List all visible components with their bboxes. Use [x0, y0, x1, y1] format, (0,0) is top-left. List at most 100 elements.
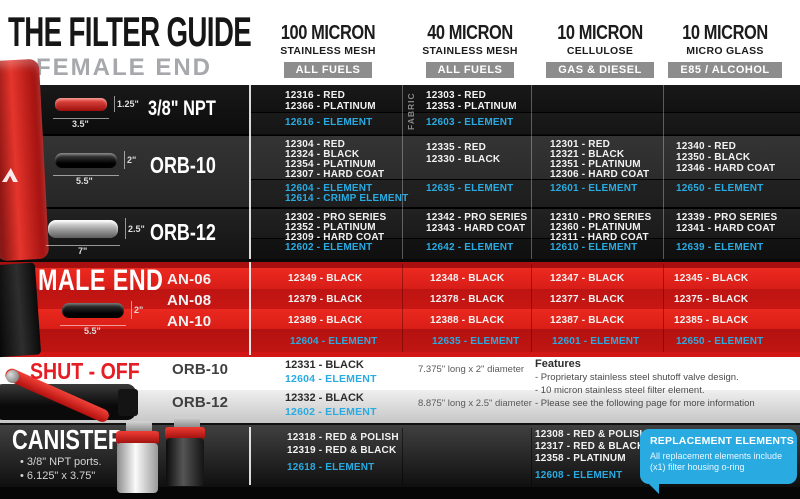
male-stripe-an10 — [0, 309, 800, 329]
part-number: 12358 - PLATINUM — [535, 453, 626, 464]
element-part-number: 12635 - ELEMENT — [426, 183, 514, 194]
orb10-dim-height-line — [120, 151, 125, 169]
shutoff-row-label: ORB-12 — [172, 394, 229, 411]
part-number: 12387 - BLACK — [550, 315, 625, 326]
male-stripe-an06 — [0, 268, 800, 289]
male-row-label: AN-08 — [167, 292, 212, 309]
npt-dim-height: 1.25" — [117, 99, 139, 109]
npt-dim-height-line — [110, 96, 115, 112]
element-part-number: 12610 - ELEMENT — [550, 242, 638, 253]
size-note: 7.375" long x 2" diameter — [418, 364, 525, 375]
canister-cap-2 — [165, 427, 205, 439]
part-number: 12332 - BLACK — [285, 392, 364, 404]
orb10-dim-length-line — [53, 171, 119, 176]
part-number: 12330 - BLACK — [426, 154, 501, 165]
features-item: - Please see the following page for more… — [535, 398, 755, 409]
callout-tail — [646, 481, 659, 494]
orb12-filter-image — [48, 220, 118, 238]
label-data-separator-male — [249, 262, 251, 355]
page-subtitle: FEMALE END — [36, 54, 212, 81]
fabric-note: FABRIC — [406, 92, 416, 130]
col-separator-2-male — [531, 264, 532, 352]
element-part-number: 12635 - ELEMENT — [432, 336, 520, 347]
column-fuel-badge: ALL FUELS — [425, 62, 515, 78]
element-part-number: 12604 - ELEMENT — [290, 336, 378, 347]
element-part-number: 12614 - CRIMP ELEMENT — [285, 193, 409, 204]
part-number: 12366 - PLATINUM — [285, 101, 376, 112]
element-part-number: 12650 - ELEMENT — [676, 336, 764, 347]
element-part-number: 12650 - ELEMENT — [676, 183, 764, 194]
orb10-filter-image — [55, 153, 117, 168]
part-number: 12319 - RED & BLACK — [287, 445, 397, 456]
column-media-label: STAINLESS MESH — [280, 45, 376, 57]
shutoff-valve-endcap — [118, 389, 138, 416]
part-number: 12350 - BLACK — [676, 152, 751, 163]
part-number: 12346 - HARD COAT — [676, 163, 776, 174]
part-number: 12375 - BLACK — [674, 294, 749, 305]
replacement-elements-callout: REPLACEMENT ELEMENTS All replacement ele… — [640, 429, 797, 484]
part-number: 12353 - PLATINUM — [426, 101, 517, 112]
part-number: 12377 - BLACK — [550, 294, 625, 305]
part-number: 12335 - RED — [426, 142, 487, 153]
element-part-number: 12603 - ELEMENT — [426, 117, 514, 128]
part-number: 12341 - HARD COAT — [676, 223, 776, 234]
part-number: 12379 - BLACK — [288, 294, 363, 305]
part-number: 12345 - BLACK — [674, 273, 749, 284]
part-number: 12306 - HARD COAT — [550, 169, 650, 180]
column-header-10-micron-cellulose: 10 MICRON CELLULOSE GAS & DIESEL — [525, 22, 675, 78]
orb10-dim-height: 2" — [127, 155, 137, 165]
features-item: - Proprietary stainless steel shutoff va… — [535, 372, 739, 383]
part-number: 12342 - PRO SERIES — [426, 212, 528, 223]
female-row-orb12-band — [0, 209, 800, 259]
col-separator-1-female — [402, 85, 403, 259]
column-micron-label: 40 MICRON — [427, 22, 513, 44]
row-label-orb12: ORB-12 — [150, 219, 216, 245]
column-media-label: CELLULOSE — [566, 45, 634, 57]
features-heading: Features — [535, 358, 581, 370]
part-number: 12318 - RED & POLISH — [287, 432, 399, 443]
shutoff-row-label: ORB-10 — [172, 361, 229, 378]
column-header-100-micron: 100 MICRON STAINLESS MESH ALL FUELS — [253, 22, 403, 78]
part-number: 12316 - RED — [285, 90, 346, 101]
part-number: 12303 - RED — [426, 90, 487, 101]
part-number: 12389 - BLACK — [288, 315, 363, 326]
column-header-10-micron-microglass: 10 MICRON MICRO GLASS E85 / ALCOHOL — [650, 22, 800, 78]
orb12-dim-length: 7" — [78, 246, 88, 256]
col-separator-3-female — [663, 85, 664, 259]
row-label-orb10: ORB-10 — [150, 152, 216, 178]
col-separator-1-canister — [402, 428, 403, 485]
element-part-number: 12639 - ELEMENT — [676, 242, 764, 253]
part-number: 12304 - RED — [285, 139, 346, 150]
column-micron-label: 10 MICRON — [682, 22, 768, 44]
male-stripe-elements — [0, 329, 800, 352]
male-dim-height-line — [127, 301, 132, 319]
part-number: 12354 - PLATINUM — [285, 159, 376, 170]
male-end-title: MALE END — [38, 264, 164, 297]
orb12-element-strip — [251, 238, 800, 260]
orb10-element-strip — [251, 179, 800, 208]
part-number: 12378 - BLACK — [430, 294, 505, 305]
part-number: 12309 - HARD COAT — [285, 232, 385, 243]
features-item: - 10 micron stainless steel filter eleme… — [535, 385, 705, 396]
canister-body-black — [166, 438, 204, 486]
part-number: 12351 - PLATINUM — [550, 159, 641, 170]
male-dim-length-line — [60, 321, 126, 326]
size-note: 8.875" long x 2.5" diameter — [418, 398, 532, 409]
column-fuel-badge: ALL FUELS — [283, 62, 373, 78]
part-number: 12311 - HARD COAT — [550, 232, 649, 243]
part-number: 12321 - BLACK — [550, 149, 625, 160]
element-part-number: 12602 - ELEMENT — [285, 242, 373, 253]
part-number: 12308 - RED & POLISH — [535, 429, 647, 440]
part-number: 12310 - PRO SERIES — [550, 212, 652, 223]
column-media-label: MICRO GLASS — [686, 45, 764, 57]
male-an-fitting-image — [0, 262, 42, 358]
column-fuel-badge: GAS & DIESEL — [546, 62, 654, 78]
canister-bullet: • 3/8" NPT ports. — [20, 456, 102, 468]
orb12-dim-height: 2.5" — [128, 224, 145, 234]
part-number: 12360 - PLATINUM — [550, 222, 641, 233]
column-header-40-micron: 40 MICRON STAINLESS MESH ALL FUELS — [395, 22, 545, 78]
canister-bracket-1 — [126, 421, 152, 433]
column-fuel-badge: E85 / ALCOHOL — [668, 62, 782, 78]
shutoff-title: SHUT - OFF — [30, 358, 140, 384]
